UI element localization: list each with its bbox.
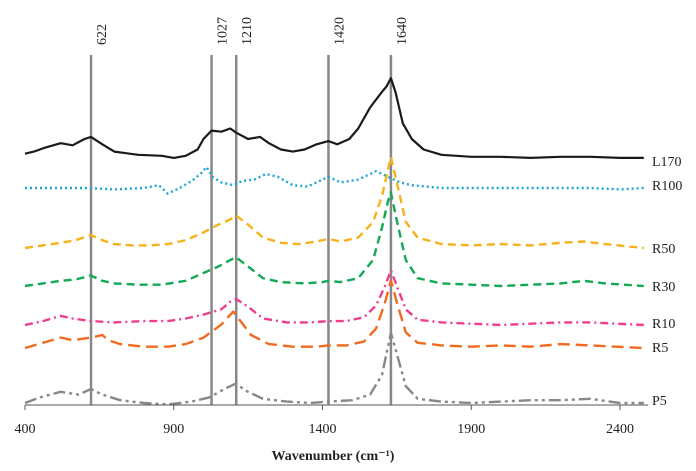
reference-lines: 622 1027 1210 1420 1640 [89, 17, 410, 405]
series-line-P5 [24, 331, 644, 406]
peak-label-1640: 1640 [395, 17, 410, 45]
series-label-R100: R100 [652, 179, 682, 194]
x-axis-title: Wavenumber (cm⁻¹) [272, 449, 395, 464]
series-layer [24, 77, 644, 406]
series-label-L170: L170 [652, 155, 682, 170]
x-axis: 400 900 1400 1900 2400 [15, 404, 648, 437]
peak-label-622: 622 [95, 24, 110, 45]
series-label-R5: R5 [652, 341, 668, 356]
peak-label-1420: 1420 [332, 17, 347, 45]
peak-label-1210: 1210 [240, 17, 255, 45]
series-line-R5 [24, 279, 644, 350]
series-label-P5: P5 [652, 394, 667, 409]
series-line-R100 [25, 165, 644, 195]
series-label-R50: R50 [652, 242, 675, 257]
series-label-R30: R30 [652, 280, 675, 295]
x-tick-label-1900: 1900 [457, 422, 485, 437]
x-tick-label-1400: 1400 [309, 422, 337, 437]
x-tick-label-900: 900 [163, 422, 184, 437]
x-tick-label-400: 400 [15, 422, 36, 437]
series-labels: L170 R100 R50 R30 R10 R5 P5 [652, 155, 682, 409]
peak-label-1027: 1027 [216, 17, 231, 45]
series-line-R50 [24, 155, 644, 250]
series-line-R30 [24, 191, 644, 288]
x-tick-label-2400: 2400 [606, 422, 634, 437]
series-label-R10: R10 [652, 317, 675, 332]
series-line-L170 [24, 77, 644, 159]
series-line-R10 [24, 269, 644, 327]
